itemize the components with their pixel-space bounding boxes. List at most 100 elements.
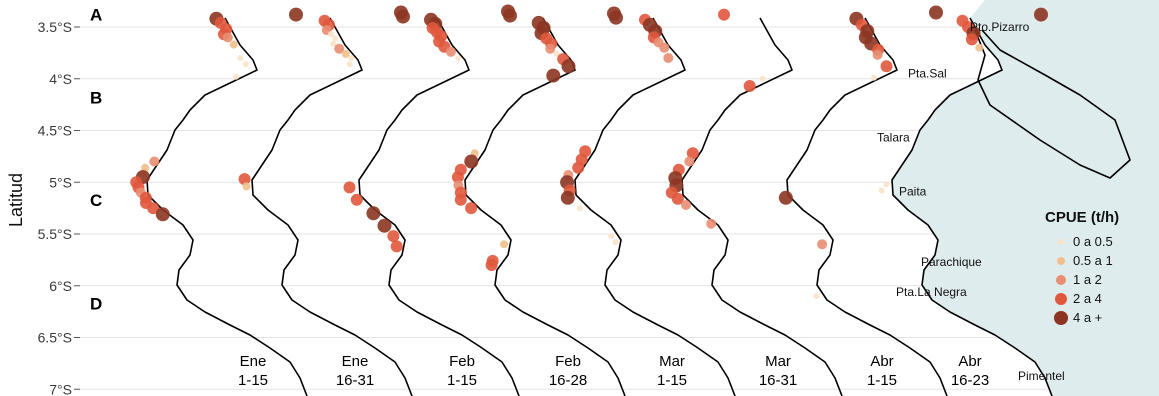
cpue-point [572,161,585,174]
period-label-days: 16-28 [549,372,587,389]
cpue-point [975,43,984,52]
cpue-point [778,190,793,205]
cpue-point [684,156,695,167]
cpue-point [390,240,403,253]
cpue-point [671,192,684,205]
legend-label: 0.5 a 1 [1073,253,1113,268]
cpue-point [681,200,691,210]
cpue-point [609,10,623,25]
cpue-point [445,46,456,57]
cpue-point [686,147,699,160]
cpue-point [149,156,160,167]
cpue-point [553,50,560,57]
legend-swatch [1055,293,1067,305]
latitude-bands: A B C D [90,6,102,314]
inner-coastline [974,29,1131,179]
cpue-point [147,202,160,215]
period-label-month: Abr [870,353,893,370]
sea-area [892,0,1159,396]
cpue-point [396,9,410,24]
y-tick-label: 5°S [49,174,72,190]
y-axis: 3.5°S 4°S 4.5°S 5°S 5.5°S 6°S 6.5°S 7°S [38,19,80,396]
cpue-points [130,4,1048,300]
period-label-month: Ene [240,353,267,370]
cpue-point [871,74,877,81]
cpue-point [238,173,251,186]
cpue-point [878,187,885,194]
cpue-point [332,35,339,42]
cpue-point [659,42,670,53]
cpue-point [233,73,240,80]
y-tick-label: 4°S [49,71,72,87]
cpue-point [229,40,238,49]
cpue-point [242,182,251,191]
coastline [464,17,626,396]
cpue-point [560,190,575,205]
period-label-days: 1-15 [657,372,687,389]
period-label-month: Feb [555,353,581,370]
cpue-point [608,233,615,240]
place-labels: Pto.Pizarro Pta.Sal Talara Paita Parachique P… [877,20,1065,383]
gridlines [80,26,1159,390]
place-label: Parachique [921,255,982,269]
coastline [358,17,520,396]
cpue-point [546,68,561,83]
period-label-month: Feb [449,353,475,370]
cpue-point [561,59,576,74]
y-tick-label: 7°S [49,381,72,396]
period-label-days: 1-15 [447,372,477,389]
cpue-point [577,205,584,212]
cpue-point [330,40,337,47]
cpue-point [1034,7,1048,22]
cpue-point [451,171,464,184]
cpue-point [929,5,943,20]
y-tick-label: 3.5°S [38,19,72,35]
legend-swatch [1054,311,1068,325]
y-tick-label: 6.5°S [38,330,72,346]
period-label-days: 1-15 [238,372,268,389]
legend-swatch [1057,257,1065,265]
place-label: Pimentel [1018,369,1065,383]
legend-swatch [1058,239,1064,245]
coastlines [146,17,1131,396]
cpue-point [377,218,392,233]
place-label: Paita [899,185,927,199]
cpue-point [817,239,828,250]
band-label: A [90,6,102,25]
cpue-point [503,8,517,23]
period-label-month: Ene [342,353,369,370]
cpue-point [485,259,498,271]
cpue-point [500,240,509,249]
legend-label: 2 a 4 [1073,291,1102,306]
band-label: D [90,294,102,313]
cpue-point [465,202,478,215]
cpue-point [545,43,556,54]
cpue-point [348,55,355,61]
cpue-point [387,230,400,243]
cpue-point [872,49,883,60]
cpue-point [743,80,756,92]
cpue-point [813,293,820,300]
coastline [786,17,948,396]
legend: CPUE (t/h) 0 a 0.5 0.5 a 1 1 a 2 2 a 4 4 a + [1045,209,1119,325]
cpue-point [464,154,479,169]
coastline [146,17,308,396]
legend-label: 1 a 2 [1073,272,1102,287]
cpue-point [328,31,334,38]
cpue-point [155,207,170,222]
cpue-point [455,55,462,61]
cpue-point [289,7,303,22]
cpue-point [965,33,978,46]
period-label-month: Abr [958,353,981,370]
cpue-point [237,55,244,61]
place-label: Pta.La Negra [896,285,967,299]
legend-label: 4 a + [1073,310,1102,325]
cpue-point [346,61,353,68]
legend-label: 0 a 0.5 [1073,234,1113,249]
period-label-days: 16-31 [336,372,374,389]
place-label: Pta.Sal [908,67,947,81]
cpue-point [718,8,730,21]
period-label-month: Mar [659,353,685,370]
period-labels: Ene 1-15 Ene 16-31 Feb 1-15 Feb 16-28 Mar 1-15 Mar… [238,353,989,389]
